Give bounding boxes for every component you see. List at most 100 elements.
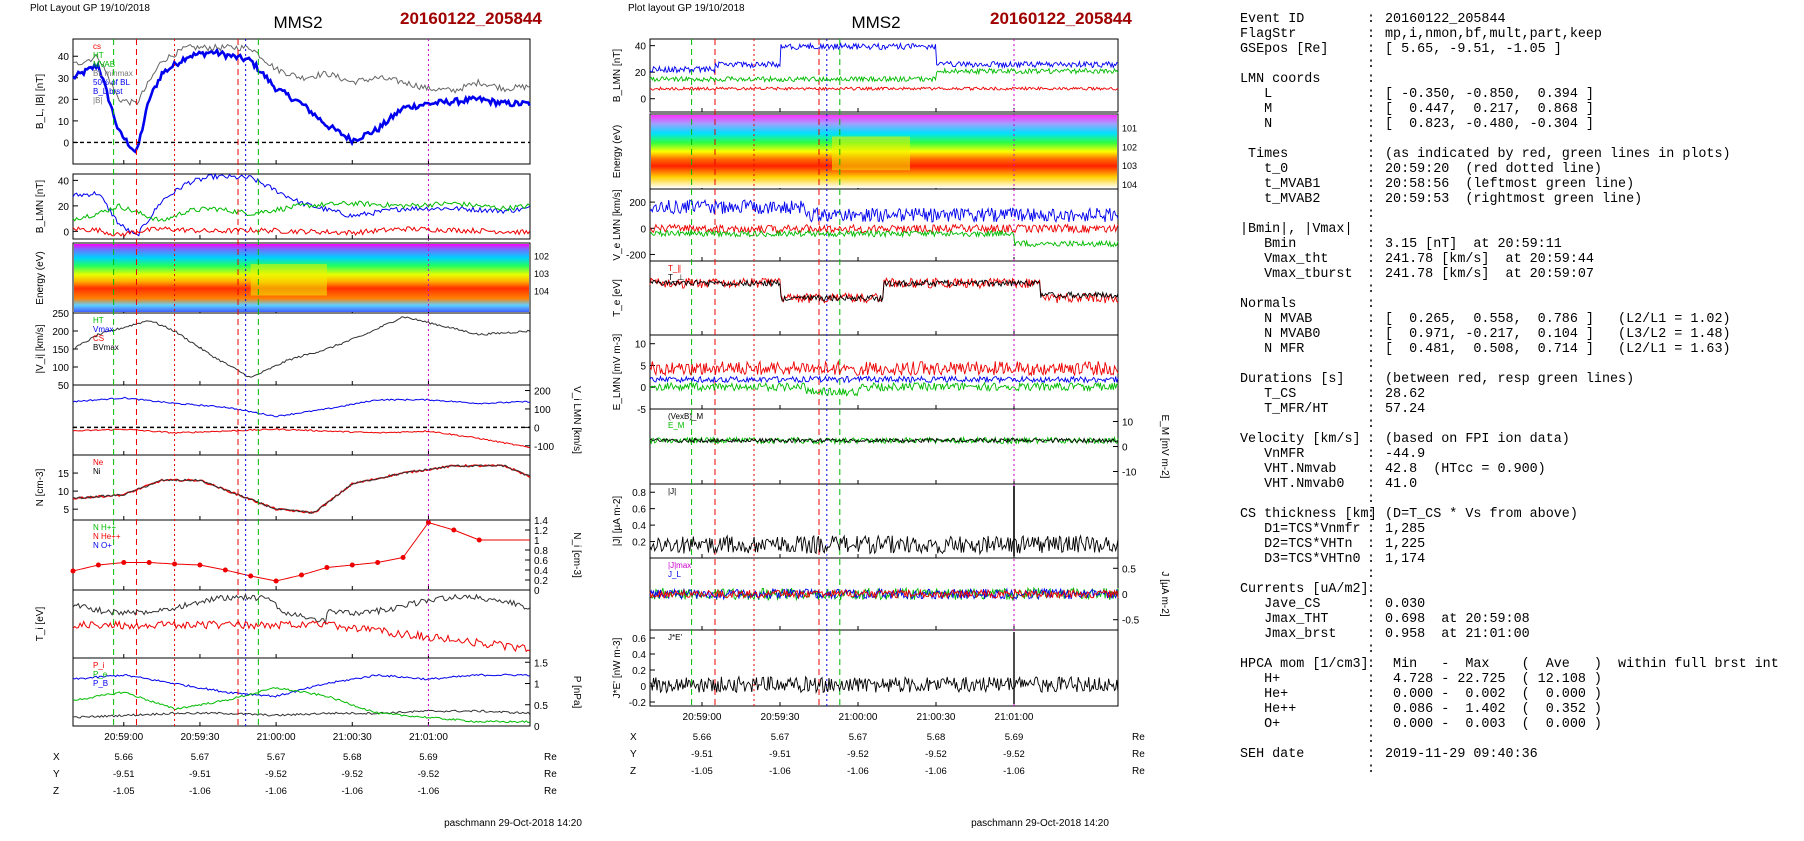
position-unit: Re (544, 769, 557, 780)
position-value: 5.67 (191, 752, 210, 763)
y-tick-label: 0 (534, 586, 540, 597)
y-tick-label: -5 (637, 405, 646, 416)
legend-entry: T_⊥ (668, 273, 684, 282)
position-row-label: Z (53, 786, 59, 797)
legend-entry: |J|max (668, 561, 691, 570)
y-tick-label: 40 (58, 176, 70, 187)
info-colon: : (1367, 147, 1376, 162)
position-unit: Re (1132, 766, 1145, 777)
y-tick-label: 1.4 (534, 516, 548, 527)
info-value: 20:59:20 (red dotted line) (1385, 162, 1602, 177)
y-tick-label: 5 (63, 505, 69, 516)
y-tick-label: 10 (58, 117, 70, 128)
panel-frame (72, 173, 531, 240)
info-colon: : (1367, 672, 1376, 687)
series-line-ve-n (649, 229, 1119, 248)
y-tick-label: 0.4 (632, 650, 646, 661)
legend-entry: E_M (668, 421, 685, 430)
legend-entry: N H++ (93, 523, 116, 532)
info-colon: : (1367, 432, 1376, 447)
position-value: 5.66 (693, 732, 712, 743)
y-tick-label: 0 (534, 423, 540, 434)
info-value: 41.0 (1385, 477, 1418, 492)
info-label: D1=TCS*Vnmfr (1240, 522, 1361, 537)
y-axis-label: B_LMN [nT] (612, 49, 623, 103)
info-value: 20:58:56 (leftmost green line) (1385, 177, 1635, 192)
info-value: [ 0.447, 0.217, 0.868 ] (1385, 102, 1594, 117)
y-tick-label: 0.5 (534, 701, 548, 712)
footer-credit: paschmann 29-Oct-2018 14:20 (444, 818, 582, 829)
series-line-em2 (649, 437, 1118, 444)
y-tick-label: 0.2 (632, 666, 646, 677)
info-label: Velocity [km/s] (1240, 432, 1361, 447)
position-unit: Re (1132, 732, 1145, 743)
position-value: 5.69 (1005, 732, 1024, 743)
info-colon: : (1367, 222, 1376, 237)
y-tick-label: 1.5 (534, 658, 548, 669)
data-point (324, 565, 330, 570)
position-row-label: X (630, 732, 637, 743)
mid-panel-5: -10 0 10 E_M [mV m-2] (649, 408, 1170, 485)
data-point (349, 562, 355, 568)
info-colon: : (1367, 42, 1376, 57)
position-value: -9.52 (265, 769, 287, 780)
info-colon: : (1367, 687, 1376, 702)
info-value: 42.8 (HTcc = 0.900) (1385, 462, 1546, 477)
series-line-el (649, 359, 1119, 377)
series-line-jl (649, 588, 1119, 600)
series-line-ve-l (649, 198, 1119, 224)
legend-entry: J*E' (668, 633, 682, 642)
legend-entry: Ni (93, 467, 101, 476)
series-line-v-l (72, 396, 530, 418)
info-value: 0.086 - 1.402 ( 0.352 ) (1385, 702, 1602, 717)
series-line-ni (72, 464, 530, 515)
y-tick-label: 0.4 (534, 566, 548, 577)
info-label: Jave_CS (1240, 597, 1321, 612)
y-axis-label: Energy (eV) (35, 251, 46, 304)
info-value: 1,174 (1385, 552, 1426, 567)
y-tick-label: 40 (58, 52, 70, 63)
info-colon: : (1367, 492, 1376, 507)
series-line-v-m (72, 428, 530, 448)
mid-panel-6: 0.2 0.4 0.6 0.8 |J| [µA m-2] (612, 483, 1119, 559)
y-tick-label: -0.5 (1122, 616, 1140, 627)
info-colon: : (1367, 597, 1376, 612)
mid-panel-2: -200 0 200 V_e LMN [km/s] (612, 188, 1119, 262)
info-label: t_0 (1240, 162, 1289, 177)
series-line-p-i (72, 673, 530, 698)
info-value: 3.15 [nT] at 20:59:11 (1385, 237, 1562, 252)
y-axis-label: B_LMN [nT] (35, 180, 46, 234)
position-value: -9.52 (341, 769, 363, 780)
y-axis-label: |J| [µA m-2] (612, 496, 623, 547)
series-line-ve-m (649, 223, 1119, 234)
data-point (146, 560, 152, 565)
data-point (70, 568, 76, 574)
legend-entry: |B| (93, 96, 103, 105)
data-point (95, 562, 101, 568)
info-colon: : (1367, 582, 1376, 597)
info-colon: : (1367, 762, 1376, 777)
legend-entry: Ne (93, 458, 104, 467)
info-value: 1,225 (1385, 537, 1426, 552)
info-value: (based on FPI ion data) (1385, 432, 1570, 447)
info-label: H+ (1240, 672, 1281, 687)
y-axis-label: V_i LMN [km/s] (571, 386, 582, 454)
panel-frame (72, 657, 531, 727)
y-axis-label: Energy (eV) (612, 125, 623, 178)
info-colon: : (1367, 27, 1376, 42)
series-line-ne (72, 463, 531, 515)
legend-entry: BVmax (93, 343, 119, 352)
info-colon: : (1367, 282, 1376, 297)
time-tick-label: 20:59:00 (683, 712, 722, 723)
y-tick-label: 200 (629, 198, 646, 209)
position-row-label: Y (53, 769, 60, 780)
data-point (400, 555, 406, 560)
plot-layout-label: Plot layout GP 19/10/2018 (628, 3, 745, 14)
y-tick-label: 100 (534, 405, 551, 416)
series-line-b-l (72, 172, 530, 237)
position-value: 5.68 (927, 732, 946, 743)
position-value: -1.06 (1003, 766, 1025, 777)
y-tick-label: 250 (52, 309, 69, 320)
